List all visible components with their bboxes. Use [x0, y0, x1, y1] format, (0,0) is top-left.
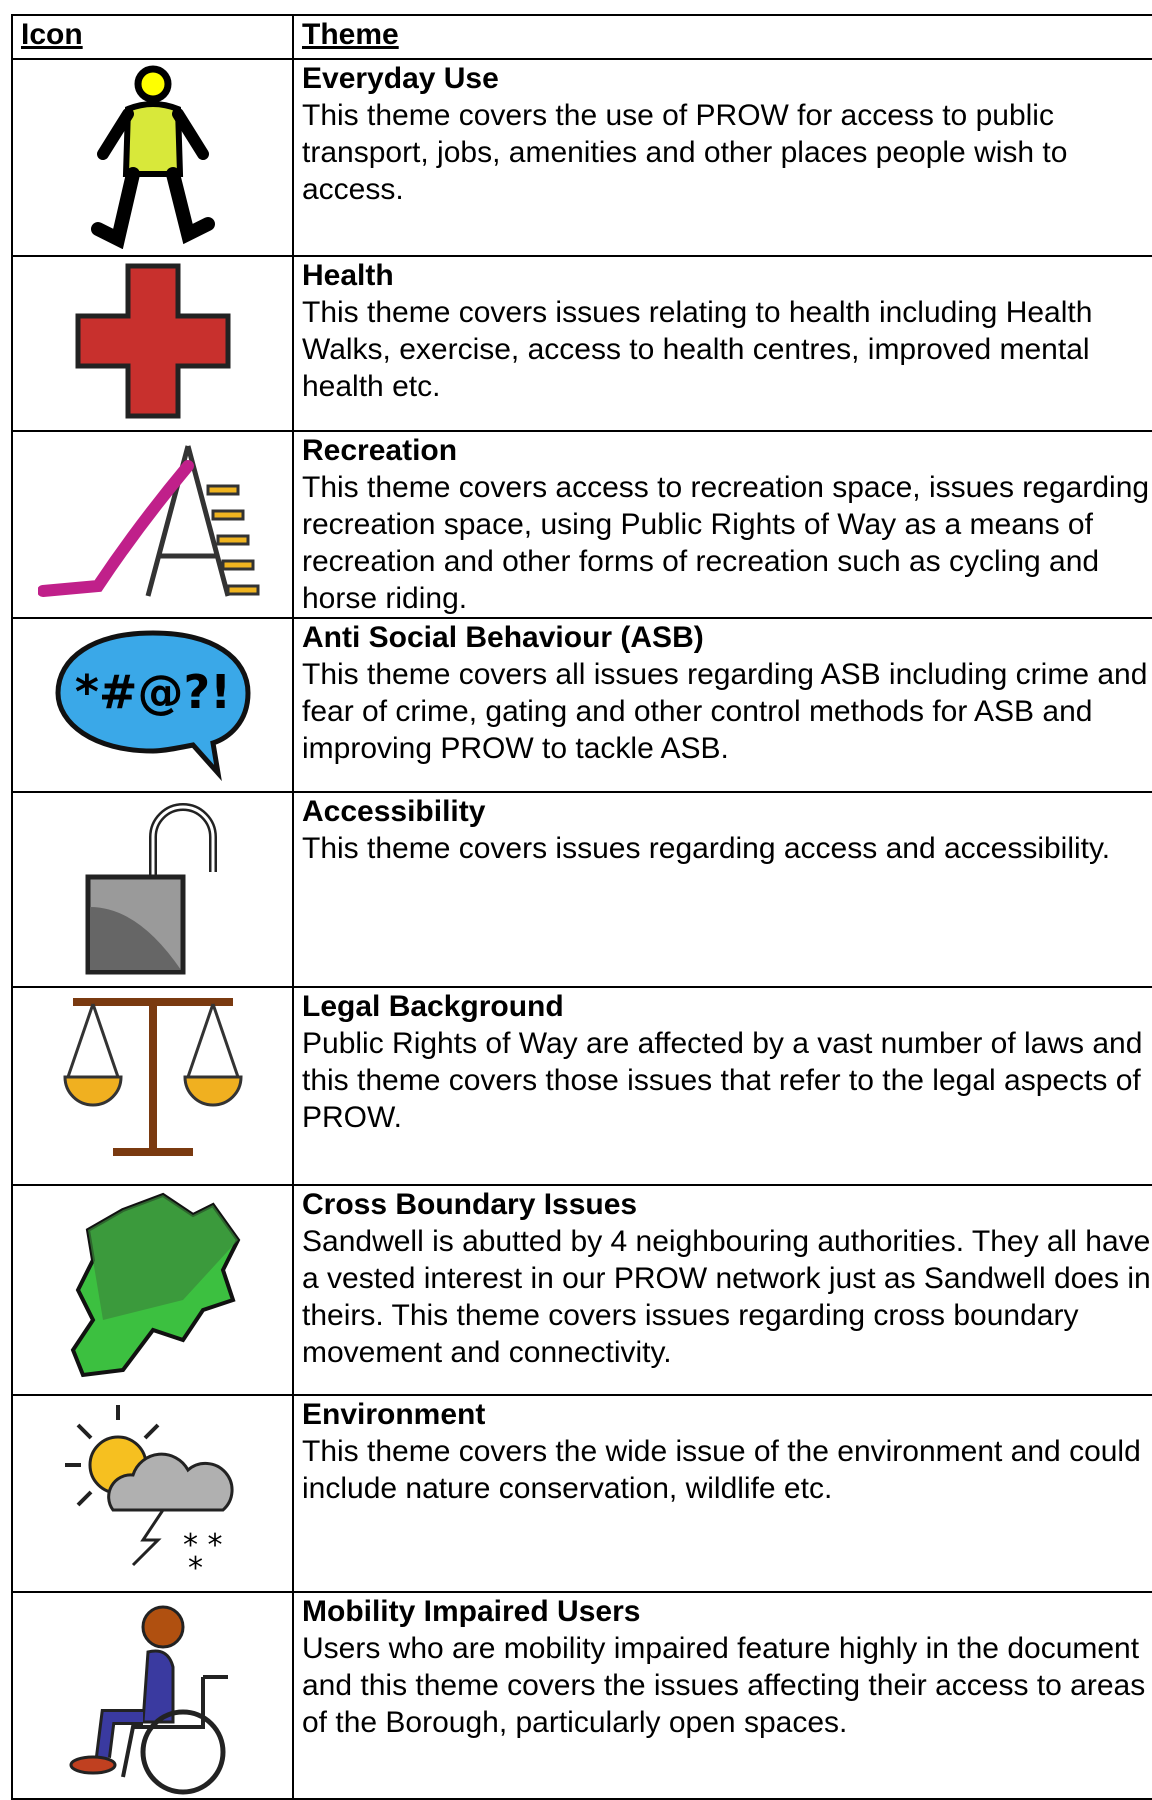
svg-text:*#@?!: *#@?!	[74, 665, 230, 719]
row: Cross Boundary Issues Sandwell is abutted…	[11, 1184, 1152, 1396]
theme-cell: Anti Social Behaviour (ASB) This theme co…	[292, 617, 1152, 793]
theme-title: Environment	[302, 1398, 486, 1431]
icon-cell	[11, 1591, 294, 1800]
slide-icon	[37, 445, 259, 597]
row: Legal Background Public Rights of Way are…	[11, 986, 1152, 1186]
theme-text: This theme covers access to recreation s…	[302, 471, 1150, 615]
theme-text: This theme covers all issues regarding A…	[302, 658, 1148, 765]
cross-icon	[75, 263, 230, 419]
row: Accessibility This theme covers issues re…	[11, 791, 1152, 988]
row: * * * Environment This theme covers the wi…	[11, 1394, 1152, 1593]
wheelchair-icon	[69, 1605, 228, 1795]
row: Mobility Impaired Users Users who are mob…	[11, 1591, 1152, 1800]
icon-cell	[11, 1184, 294, 1396]
row: Health This theme covers issues relating …	[11, 255, 1152, 432]
walker-icon	[90, 65, 215, 249]
theme-title: Health	[302, 259, 394, 292]
theme-title: Legal Background	[302, 990, 564, 1023]
theme-cell: Mobility Impaired Users Users who are mob…	[292, 1591, 1152, 1800]
header-row: Icon Theme	[11, 14, 1152, 60]
theme-title: Recreation	[302, 434, 458, 467]
theme-cell: Everyday Use This theme covers the use of…	[292, 58, 1152, 257]
theme-text: This theme covers the use of PROW for ac…	[302, 99, 1068, 206]
theme-title: Everyday Use	[302, 62, 499, 95]
weather-icon: * **	[64, 1405, 234, 1580]
theme-cell: Recreation This theme covers access to re…	[292, 430, 1152, 619]
theme-cell: Accessibility This theme covers issues re…	[292, 791, 1152, 988]
svg-text:*: *	[188, 1551, 203, 1580]
icon-cell: *#@?!	[11, 617, 294, 793]
icon-cell	[11, 255, 294, 432]
speech-icon: *#@?!	[54, 630, 251, 782]
icon-cell	[11, 986, 294, 1186]
theme-cell: Health This theme covers issues relating …	[292, 255, 1152, 432]
theme-text: This theme covers issues relating to hea…	[302, 296, 1093, 403]
theme-text: Public Rights of Way are affected by a v…	[302, 1027, 1143, 1134]
padlock-icon	[85, 803, 217, 975]
theme-cell: Cross Boundary Issues Sandwell is abutted…	[292, 1184, 1152, 1396]
icon-cell	[11, 430, 294, 619]
theme-title: Cross Boundary Issues	[302, 1188, 638, 1221]
header-theme: Theme	[292, 14, 1152, 60]
row: Everyday Use This theme covers the use of…	[11, 58, 1152, 257]
icon-cell	[11, 791, 294, 988]
icon-cell: * * *	[11, 1394, 294, 1593]
theme-cell: Environment This theme covers the wide is…	[292, 1394, 1152, 1593]
theme-text: This theme covers the wide issue of the …	[302, 1435, 1141, 1505]
theme-title: Accessibility	[302, 795, 486, 828]
theme-text: Users who are mobility impaired feature …	[302, 1632, 1146, 1739]
theme-text: Sandwell is abutted by 4 neighbouring au…	[302, 1225, 1151, 1369]
theme-title: Anti Social Behaviour (ASB)	[302, 621, 704, 654]
row: *#@?! Anti Social Behaviour (ASB) This th…	[11, 617, 1152, 793]
icon-cell	[11, 58, 294, 257]
header-icon: Icon	[11, 14, 294, 60]
theme-cell: Legal Background Public Rights of Way are…	[292, 986, 1152, 1186]
theme-text: This theme covers issues regarding acces…	[302, 832, 1111, 865]
themes-table: Icon Theme Everyday Use This theme covers…	[11, 14, 1152, 1800]
map-icon	[70, 1192, 240, 1378]
scales-icon	[62, 998, 243, 1156]
row: Recreation This theme covers access to re…	[11, 430, 1152, 619]
svg-text:* *: * *	[183, 1528, 223, 1563]
theme-title: Mobility Impaired Users	[302, 1595, 641, 1628]
